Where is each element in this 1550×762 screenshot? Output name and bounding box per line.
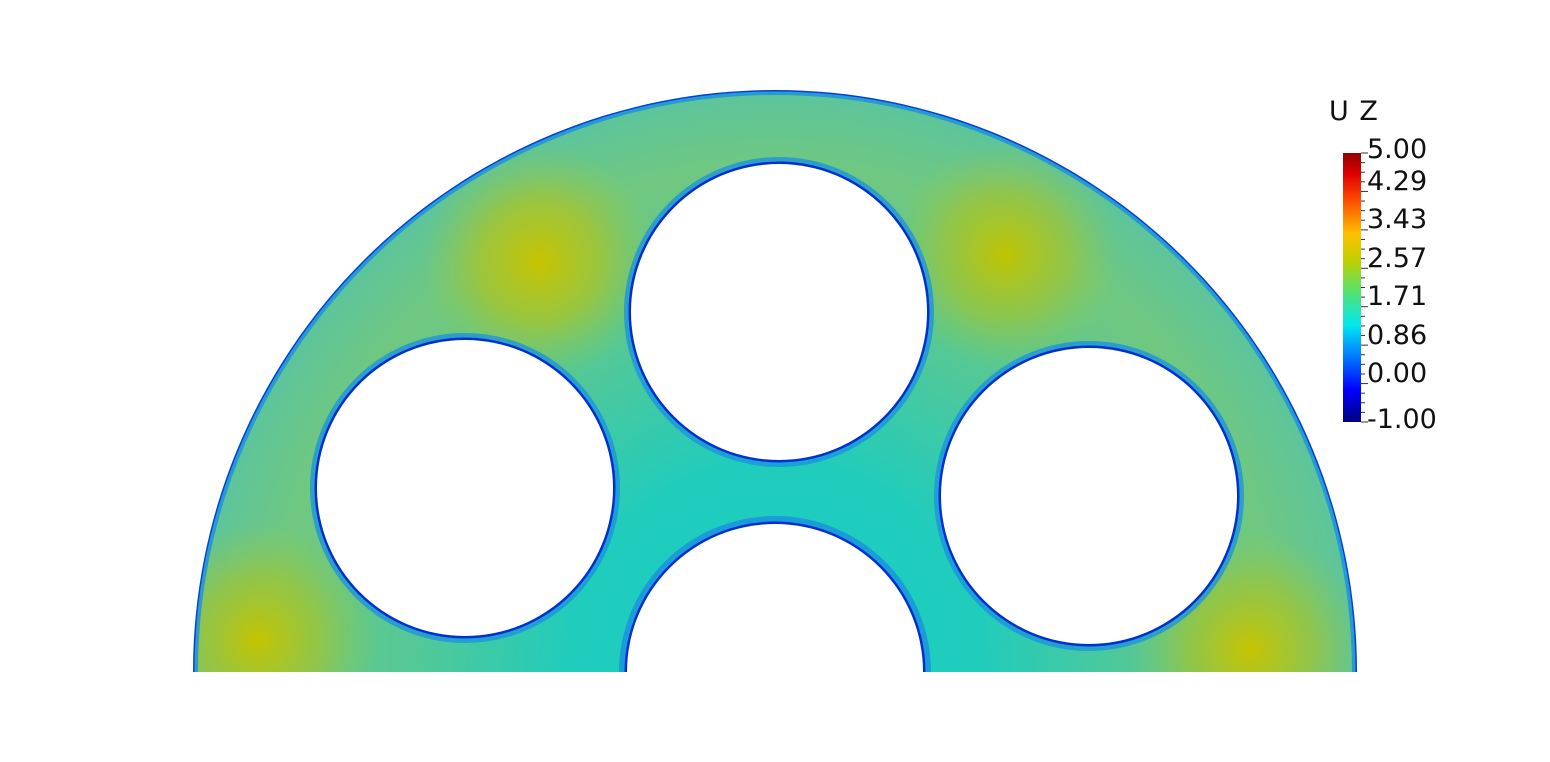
colorbar-tick-label: 4.29 xyxy=(1367,166,1428,197)
colorbar-tick-label: 2.57 xyxy=(1367,243,1428,274)
colorbar-tick-label: -1.00 xyxy=(1367,404,1437,435)
legend-title: U Z xyxy=(1329,96,1379,127)
colorbar-minor-ticks xyxy=(1361,152,1368,423)
colorbar-tick-label: 5.00 xyxy=(1367,134,1428,165)
colorbar-tick-label: 0.86 xyxy=(1367,320,1428,351)
colorbar-tick-label: 1.71 xyxy=(1367,281,1428,312)
colorbar-tick-label: 0.00 xyxy=(1367,358,1428,389)
colorbar-gradient xyxy=(1343,153,1361,422)
colorbar xyxy=(1343,152,1368,423)
colorbar-tick-label: 3.43 xyxy=(1367,204,1428,235)
